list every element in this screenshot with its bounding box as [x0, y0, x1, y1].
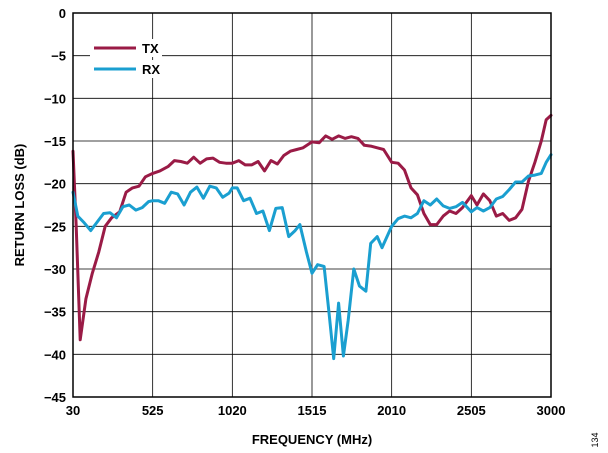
legend: TX RX	[90, 39, 162, 78]
y-tick-label: −25	[44, 219, 66, 234]
series-line-rx	[71, 153, 553, 361]
y-tick-label: −30	[44, 262, 66, 277]
x-tick-label: 2505	[457, 403, 486, 418]
y-tick-label: −10	[44, 91, 66, 106]
x-tick-label: 2010	[377, 403, 406, 418]
x-tick-label: 1020	[218, 403, 247, 418]
y-tick-label: −5	[51, 49, 66, 64]
y-tick-label: −35	[44, 305, 66, 320]
x-tick-label: 525	[142, 403, 164, 418]
series-lines	[71, 113, 553, 361]
y-tick-label: −20	[44, 177, 66, 192]
figure-id: 134	[590, 432, 600, 447]
x-tick-label: 30	[66, 403, 80, 418]
legend-label-tx: TX	[142, 41, 159, 56]
tick-labels: 30 525 1020 1515 2010 2505 3000 0 −5 −10 −15 −20 −25…	[44, 6, 566, 418]
y-tick-label: −15	[44, 134, 66, 149]
series-line-tx	[71, 113, 553, 342]
x-tick-label: 1515	[298, 403, 327, 418]
y-tick-label: −40	[44, 347, 66, 362]
x-axis-title: FREQUENCY (MHz)	[252, 432, 372, 447]
x-tick-label: 3000	[537, 403, 566, 418]
plot-frame	[72, 12, 552, 398]
y-tick-label: −45	[44, 390, 66, 405]
legend-label-rx: RX	[142, 62, 160, 77]
y-tick-label: 0	[59, 6, 66, 21]
y-axis-title: RETURN LOSS (dB)	[12, 144, 27, 267]
